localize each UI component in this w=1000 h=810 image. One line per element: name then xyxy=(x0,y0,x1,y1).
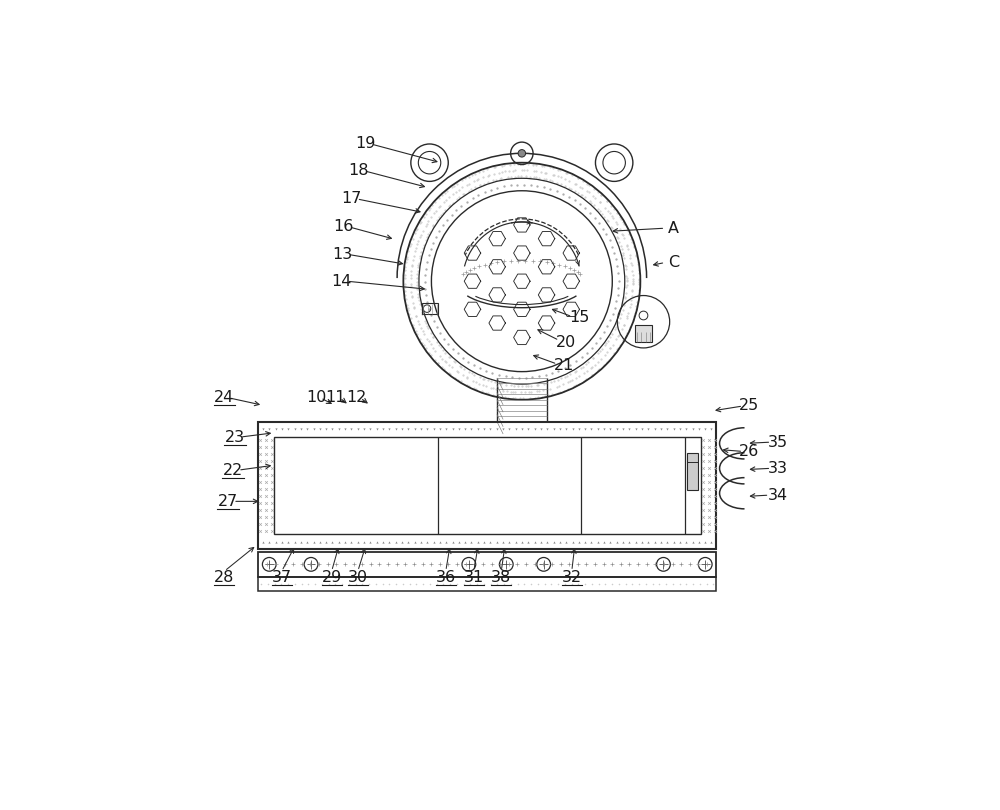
Text: 36: 36 xyxy=(436,570,456,585)
Text: 37: 37 xyxy=(272,570,292,585)
Text: 17: 17 xyxy=(341,191,361,207)
Text: 13: 13 xyxy=(332,247,352,262)
Bar xyxy=(422,303,438,314)
Text: 14: 14 xyxy=(331,274,351,288)
Text: 29: 29 xyxy=(322,570,342,585)
Text: 20: 20 xyxy=(555,335,576,350)
Text: 16: 16 xyxy=(333,220,354,234)
Circle shape xyxy=(518,150,526,157)
Text: 28: 28 xyxy=(214,570,235,585)
Bar xyxy=(274,437,701,534)
Text: 31: 31 xyxy=(464,570,484,585)
Text: 11: 11 xyxy=(325,390,346,405)
Text: 26: 26 xyxy=(739,444,759,459)
Text: 23: 23 xyxy=(225,429,245,445)
Text: 22: 22 xyxy=(223,463,243,478)
Text: 33: 33 xyxy=(768,461,788,475)
Bar xyxy=(258,577,716,590)
Bar xyxy=(258,552,716,577)
Text: 10: 10 xyxy=(306,390,326,405)
Text: 15: 15 xyxy=(569,310,589,326)
Text: 18: 18 xyxy=(348,164,369,178)
Text: 27: 27 xyxy=(218,494,238,509)
Text: 30: 30 xyxy=(348,570,368,585)
Text: 24: 24 xyxy=(214,390,234,405)
Text: C: C xyxy=(668,255,679,270)
Bar xyxy=(258,421,716,549)
Text: 12: 12 xyxy=(346,390,366,405)
Text: 21: 21 xyxy=(553,358,574,373)
Bar xyxy=(635,325,652,343)
Text: 32: 32 xyxy=(562,570,582,585)
Text: 35: 35 xyxy=(768,435,788,450)
Text: 19: 19 xyxy=(356,136,376,151)
Text: 25: 25 xyxy=(739,399,759,413)
Text: 38: 38 xyxy=(491,570,511,585)
Bar xyxy=(687,453,698,490)
Text: 34: 34 xyxy=(768,488,788,503)
Text: A: A xyxy=(668,220,679,236)
